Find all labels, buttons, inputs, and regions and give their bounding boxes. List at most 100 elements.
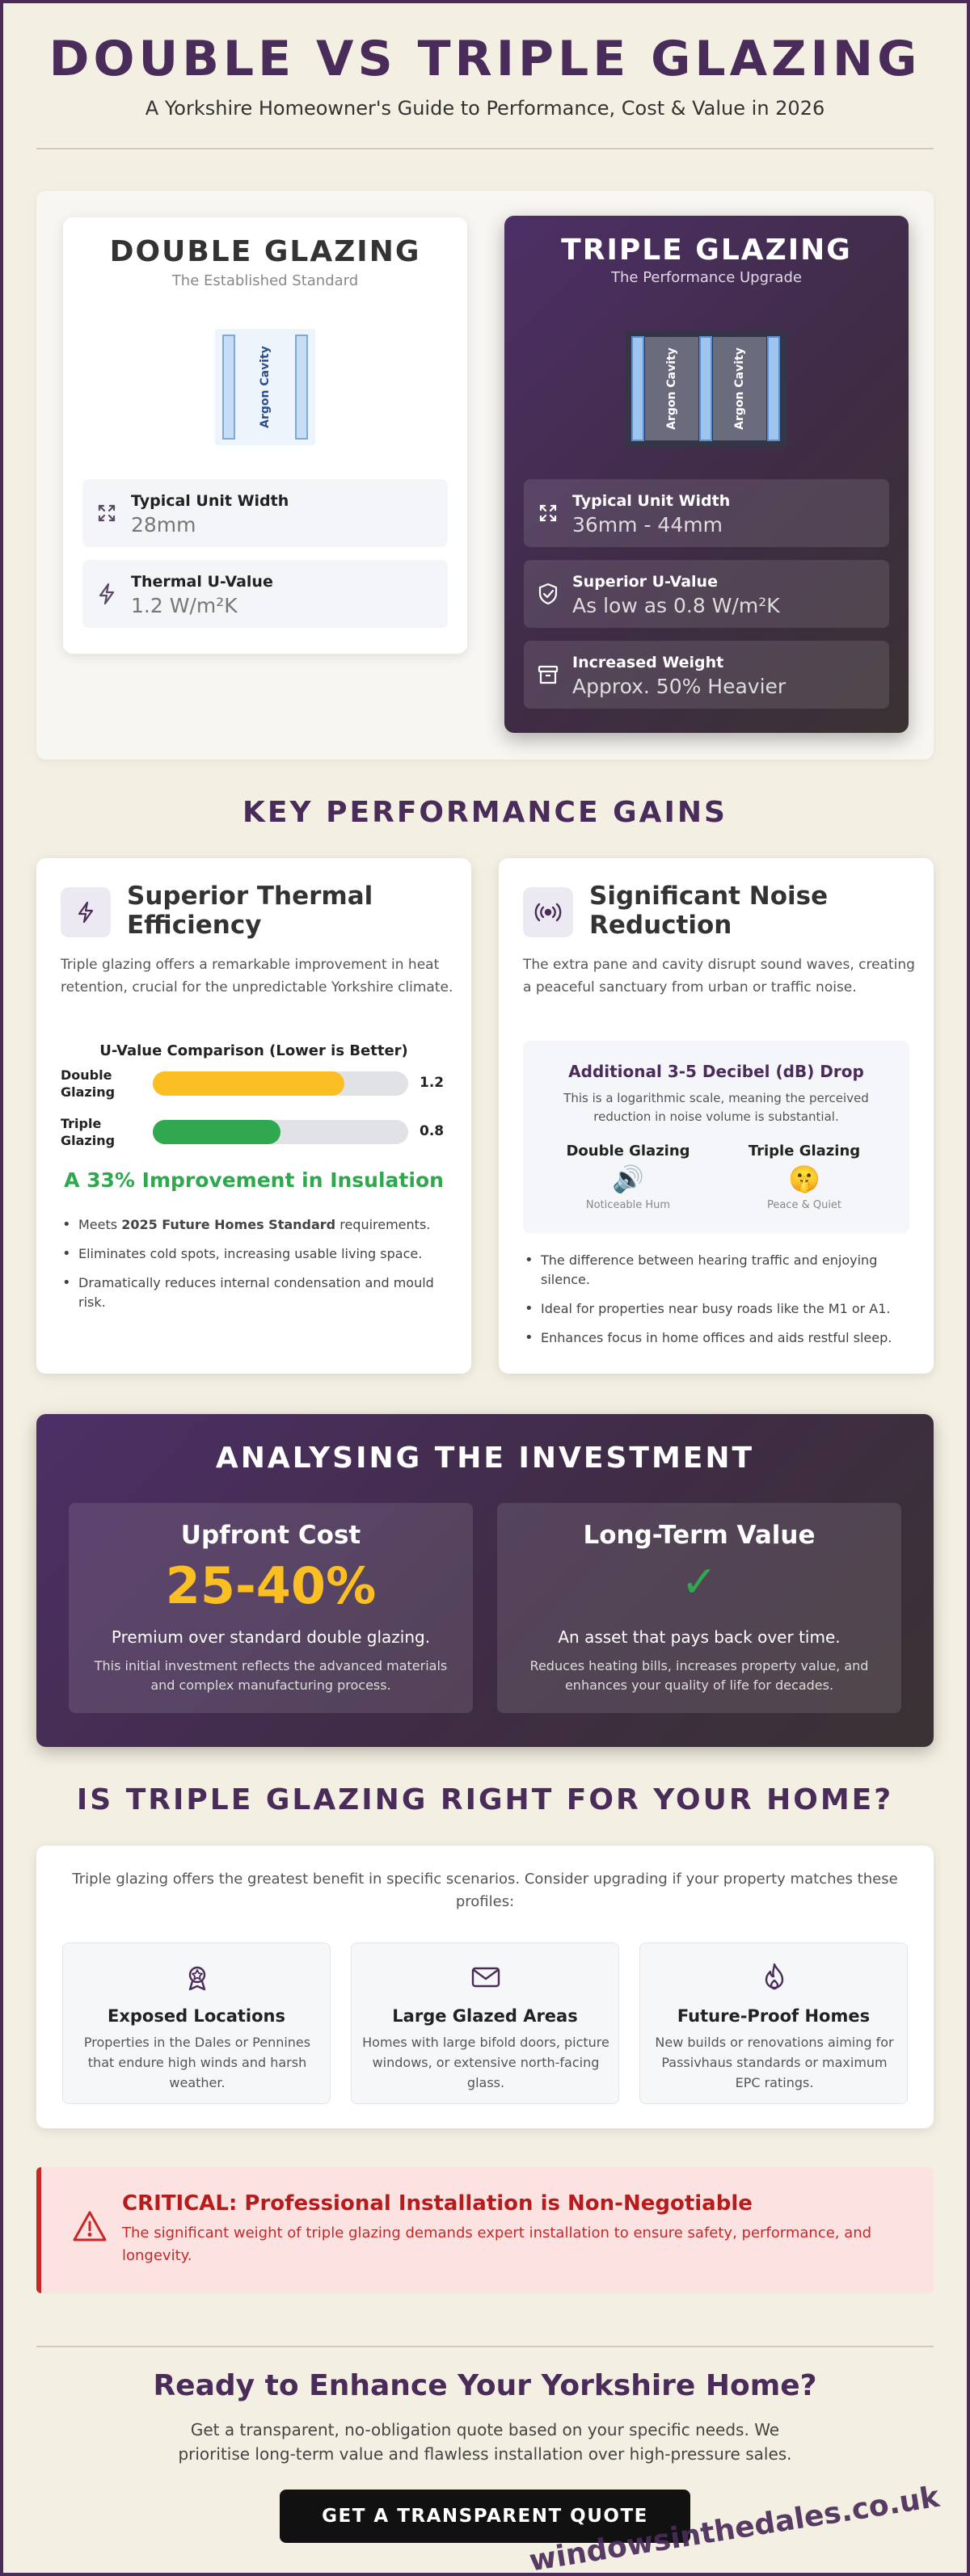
double-noise-label: Double Glazing	[566, 1143, 690, 1160]
triple-noise-caption: Peace & Quiet	[766, 1199, 842, 1211]
profile-title: Exposed Locations	[108, 2006, 285, 2026]
spec-label: Typical Unit Width	[131, 492, 289, 510]
cta-title: Ready to Enhance Your Yorkshire Home?	[153, 2369, 817, 2402]
warning-text: The significant weight of triple glazing…	[122, 2225, 872, 2264]
thermal-description: Triple glazing offers a remarkable impro…	[61, 957, 453, 995]
thermal-bullets: Meets 2025 Future Homes Standard require…	[61, 1215, 457, 1322]
suitability-intro: Triple glazing offers the greatest benef…	[72, 1871, 898, 1910]
comparison-panel: DOUBLE GLAZING The Established Standard …	[36, 191, 934, 760]
page-subtitle: A Yorkshire Homeowner's Guide to Perform…	[145, 97, 825, 120]
suitability-panel: Triple glazing offers the greatest benef…	[36, 1846, 934, 2128]
longterm-heading: Long-Term Value	[583, 1521, 816, 1550]
cta-text: Get a transparent, no-obligation quote b…	[178, 2420, 792, 2464]
archive-box-icon	[538, 665, 559, 684]
list-item: Eliminates cold spots, increasing usable…	[61, 1244, 457, 1264]
bar-value-label: 0.8	[420, 1123, 445, 1139]
suitability-section-title: IS TRIPLE GLAZING RIGHT FOR YOUR HOME?	[76, 1783, 894, 1816]
thermal-efficiency-card: Superior Thermal Efficiency Triple glazi…	[36, 858, 471, 1374]
divider	[36, 2346, 934, 2347]
noise-reduction-card: Significant Noise Reduction The extra pa…	[499, 858, 934, 1374]
spec-value: Approx. 50% Heavier	[572, 675, 787, 698]
longterm-sub: Reduces heating bills, increases propert…	[529, 1658, 869, 1693]
page-title: DOUBLE VS TRIPLE GLAZING	[48, 31, 922, 87]
spec-label: Typical Unit Width	[572, 492, 731, 510]
spec-u-value-triple: Superior U-Value As low as 0.8 W/m²K	[524, 560, 889, 628]
triple-glazing-card: TRIPLE GLAZING The Performance Upgrade A…	[504, 216, 909, 733]
expand-icon	[539, 504, 557, 522]
list-item: The difference between hearing traffic a…	[523, 1251, 919, 1290]
longterm-main: An asset that pays back over time.	[558, 1627, 841, 1647]
double-glazing-diagram: Argon Cavity	[215, 329, 315, 445]
cavity-label-double: Argon Cavity	[259, 346, 272, 428]
installation-warning: CRITICAL: Professional Installation is N…	[36, 2167, 934, 2293]
list-item: Meets 2025 Future Homes Standard require…	[61, 1215, 457, 1235]
cavity-label-triple-2: Argon Cavity	[733, 347, 746, 430]
spec-unit-width-double: Typical Unit Width 28mm	[82, 479, 448, 547]
shushing-face-icon: 🤫	[788, 1164, 820, 1194]
triple-noise-label: Triple Glazing	[748, 1143, 861, 1160]
bar-track	[153, 1071, 408, 1096]
decibel-box: Additional 3-5 Decibel (dB) Drop This is…	[523, 1041, 909, 1233]
bar-label-triple: Triple Glazing	[61, 1116, 116, 1148]
spec-value: As low as 0.8 W/m²K	[572, 594, 780, 617]
investment-panel: ANALYSING THE INVESTMENT Upfront Cost 25…	[36, 1414, 934, 1747]
list-item: Enhances focus in home offices and aids …	[523, 1328, 919, 1348]
bar-track	[153, 1120, 408, 1144]
profile-title: Future-Proof Homes	[677, 2006, 871, 2026]
lightning-icon	[99, 583, 115, 605]
lightning-icon	[78, 901, 94, 924]
thermal-heading: Superior Thermal Efficiency	[127, 882, 373, 940]
profile-title: Large Glazed Areas	[392, 2006, 578, 2026]
list-item: Ideal for properties near busy roads lik…	[523, 1299, 919, 1319]
spec-value: 36mm - 44mm	[572, 513, 723, 537]
decibel-title: Additional 3-5 Decibel (dB) Drop	[568, 1062, 864, 1081]
double-noise-caption: Noticeable Hum	[585, 1199, 671, 1211]
spec-label: Increased Weight	[572, 654, 724, 671]
improvement-callout: A 33% Improvement in Insulation	[64, 1168, 444, 1192]
upfront-sub: This initial investment reflects the adv…	[94, 1658, 448, 1693]
speaker-icon: 🔊	[612, 1164, 644, 1194]
divider	[36, 148, 934, 149]
spec-label: Superior U-Value	[572, 573, 718, 591]
profile-description: Properties in the Dales or Pennines that…	[83, 2035, 311, 2090]
profile-large-glazed-areas: Large Glazed Areas Homes with large bifo…	[351, 1943, 619, 2104]
decibel-text: This is a logarithmic scale, meaning the…	[563, 1091, 869, 1124]
cavity-label-triple-1: Argon Cavity	[665, 347, 678, 430]
double-glazing-subtitle: The Established Standard	[171, 272, 359, 289]
get-quote-button[interactable]: GET A TRANSPARENT QUOTE	[280, 2490, 690, 2543]
warning-triangle-icon	[73, 2211, 107, 2241]
flame-icon	[765, 1963, 784, 1990]
feature-icon-box	[523, 887, 573, 937]
noise-description: The extra pane and cavity disrupt sound …	[523, 957, 915, 995]
spec-label: Thermal U-Value	[131, 573, 273, 591]
performance-section-title: KEY PERFORMANCE GAINS	[242, 796, 728, 829]
spec-unit-width-triple: Typical Unit Width 36mm - 44mm	[524, 479, 889, 547]
spec-value: 1.2 W/m²K	[131, 594, 238, 617]
upfront-heading: Upfront Cost	[180, 1521, 361, 1550]
upfront-cost-card: Upfront Cost 25-40% Premium over standar…	[69, 1503, 473, 1713]
upfront-percentage: 25-40%	[165, 1556, 377, 1615]
shield-check-icon	[538, 583, 558, 605]
badge-icon	[188, 1966, 206, 1991]
triple-glazing-title: TRIPLE GLAZING	[561, 234, 852, 267]
spec-value: 28mm	[131, 513, 196, 537]
profile-description: New builds or renovations aiming for Pas…	[655, 2035, 894, 2090]
checkmark-icon: ✓	[681, 1556, 718, 1607]
profile-exposed-locations: Exposed Locations Properties in the Dale…	[62, 1943, 331, 2104]
profile-description: Homes with large bifold doors, picture w…	[362, 2035, 609, 2090]
upfront-main: Premium over standard double glazing.	[111, 1627, 431, 1647]
bar-triple	[153, 1120, 280, 1144]
investment-title: ANALYSING THE INVESTMENT	[215, 1442, 755, 1475]
feature-icon-box	[61, 887, 111, 937]
noise-bullets: The difference between hearing traffic a…	[523, 1251, 919, 1357]
envelope-icon	[471, 1967, 500, 1988]
bar-label-double: Double Glazing	[61, 1067, 116, 1100]
long-term-value-card: Long-Term Value ✓ An asset that pays bac…	[497, 1503, 901, 1713]
noise-heading: Significant Noise Reduction	[589, 882, 829, 940]
triple-glazing-diagram: Argon Cavity Argon Cavity	[626, 330, 787, 447]
bar-double	[153, 1071, 344, 1096]
spec-weight-triple: Increased Weight Approx. 50% Heavier	[524, 641, 889, 709]
spec-u-value-double: Thermal U-Value 1.2 W/m²K	[82, 560, 448, 628]
sound-wave-icon	[534, 903, 562, 922]
expand-icon	[98, 504, 116, 522]
